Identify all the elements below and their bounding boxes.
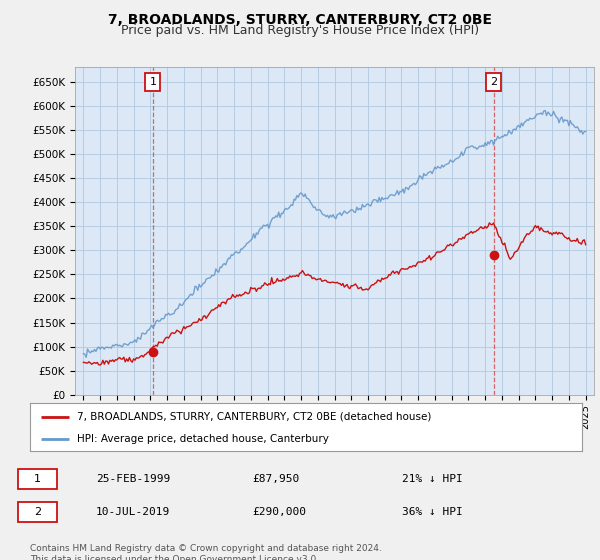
Text: 7, BROADLANDS, STURRY, CANTERBURY, CT2 0BE: 7, BROADLANDS, STURRY, CANTERBURY, CT2 0… — [108, 13, 492, 27]
Text: 36% ↓ HPI: 36% ↓ HPI — [402, 507, 463, 517]
Text: 2: 2 — [490, 77, 497, 87]
Text: 7, BROADLANDS, STURRY, CANTERBURY, CT2 0BE (detached house): 7, BROADLANDS, STURRY, CANTERBURY, CT2 0… — [77, 412, 431, 422]
Text: 10-JUL-2019: 10-JUL-2019 — [96, 507, 170, 517]
Text: 2: 2 — [34, 507, 41, 517]
Text: HPI: Average price, detached house, Canterbury: HPI: Average price, detached house, Cant… — [77, 434, 329, 444]
Text: £290,000: £290,000 — [252, 507, 306, 517]
Text: Price paid vs. HM Land Registry's House Price Index (HPI): Price paid vs. HM Land Registry's House … — [121, 24, 479, 36]
Text: 1: 1 — [149, 77, 157, 87]
Text: 1: 1 — [34, 474, 41, 484]
Text: £87,950: £87,950 — [252, 474, 299, 484]
Text: 25-FEB-1999: 25-FEB-1999 — [96, 474, 170, 484]
Text: 21% ↓ HPI: 21% ↓ HPI — [402, 474, 463, 484]
Text: Contains HM Land Registry data © Crown copyright and database right 2024.
This d: Contains HM Land Registry data © Crown c… — [30, 544, 382, 560]
